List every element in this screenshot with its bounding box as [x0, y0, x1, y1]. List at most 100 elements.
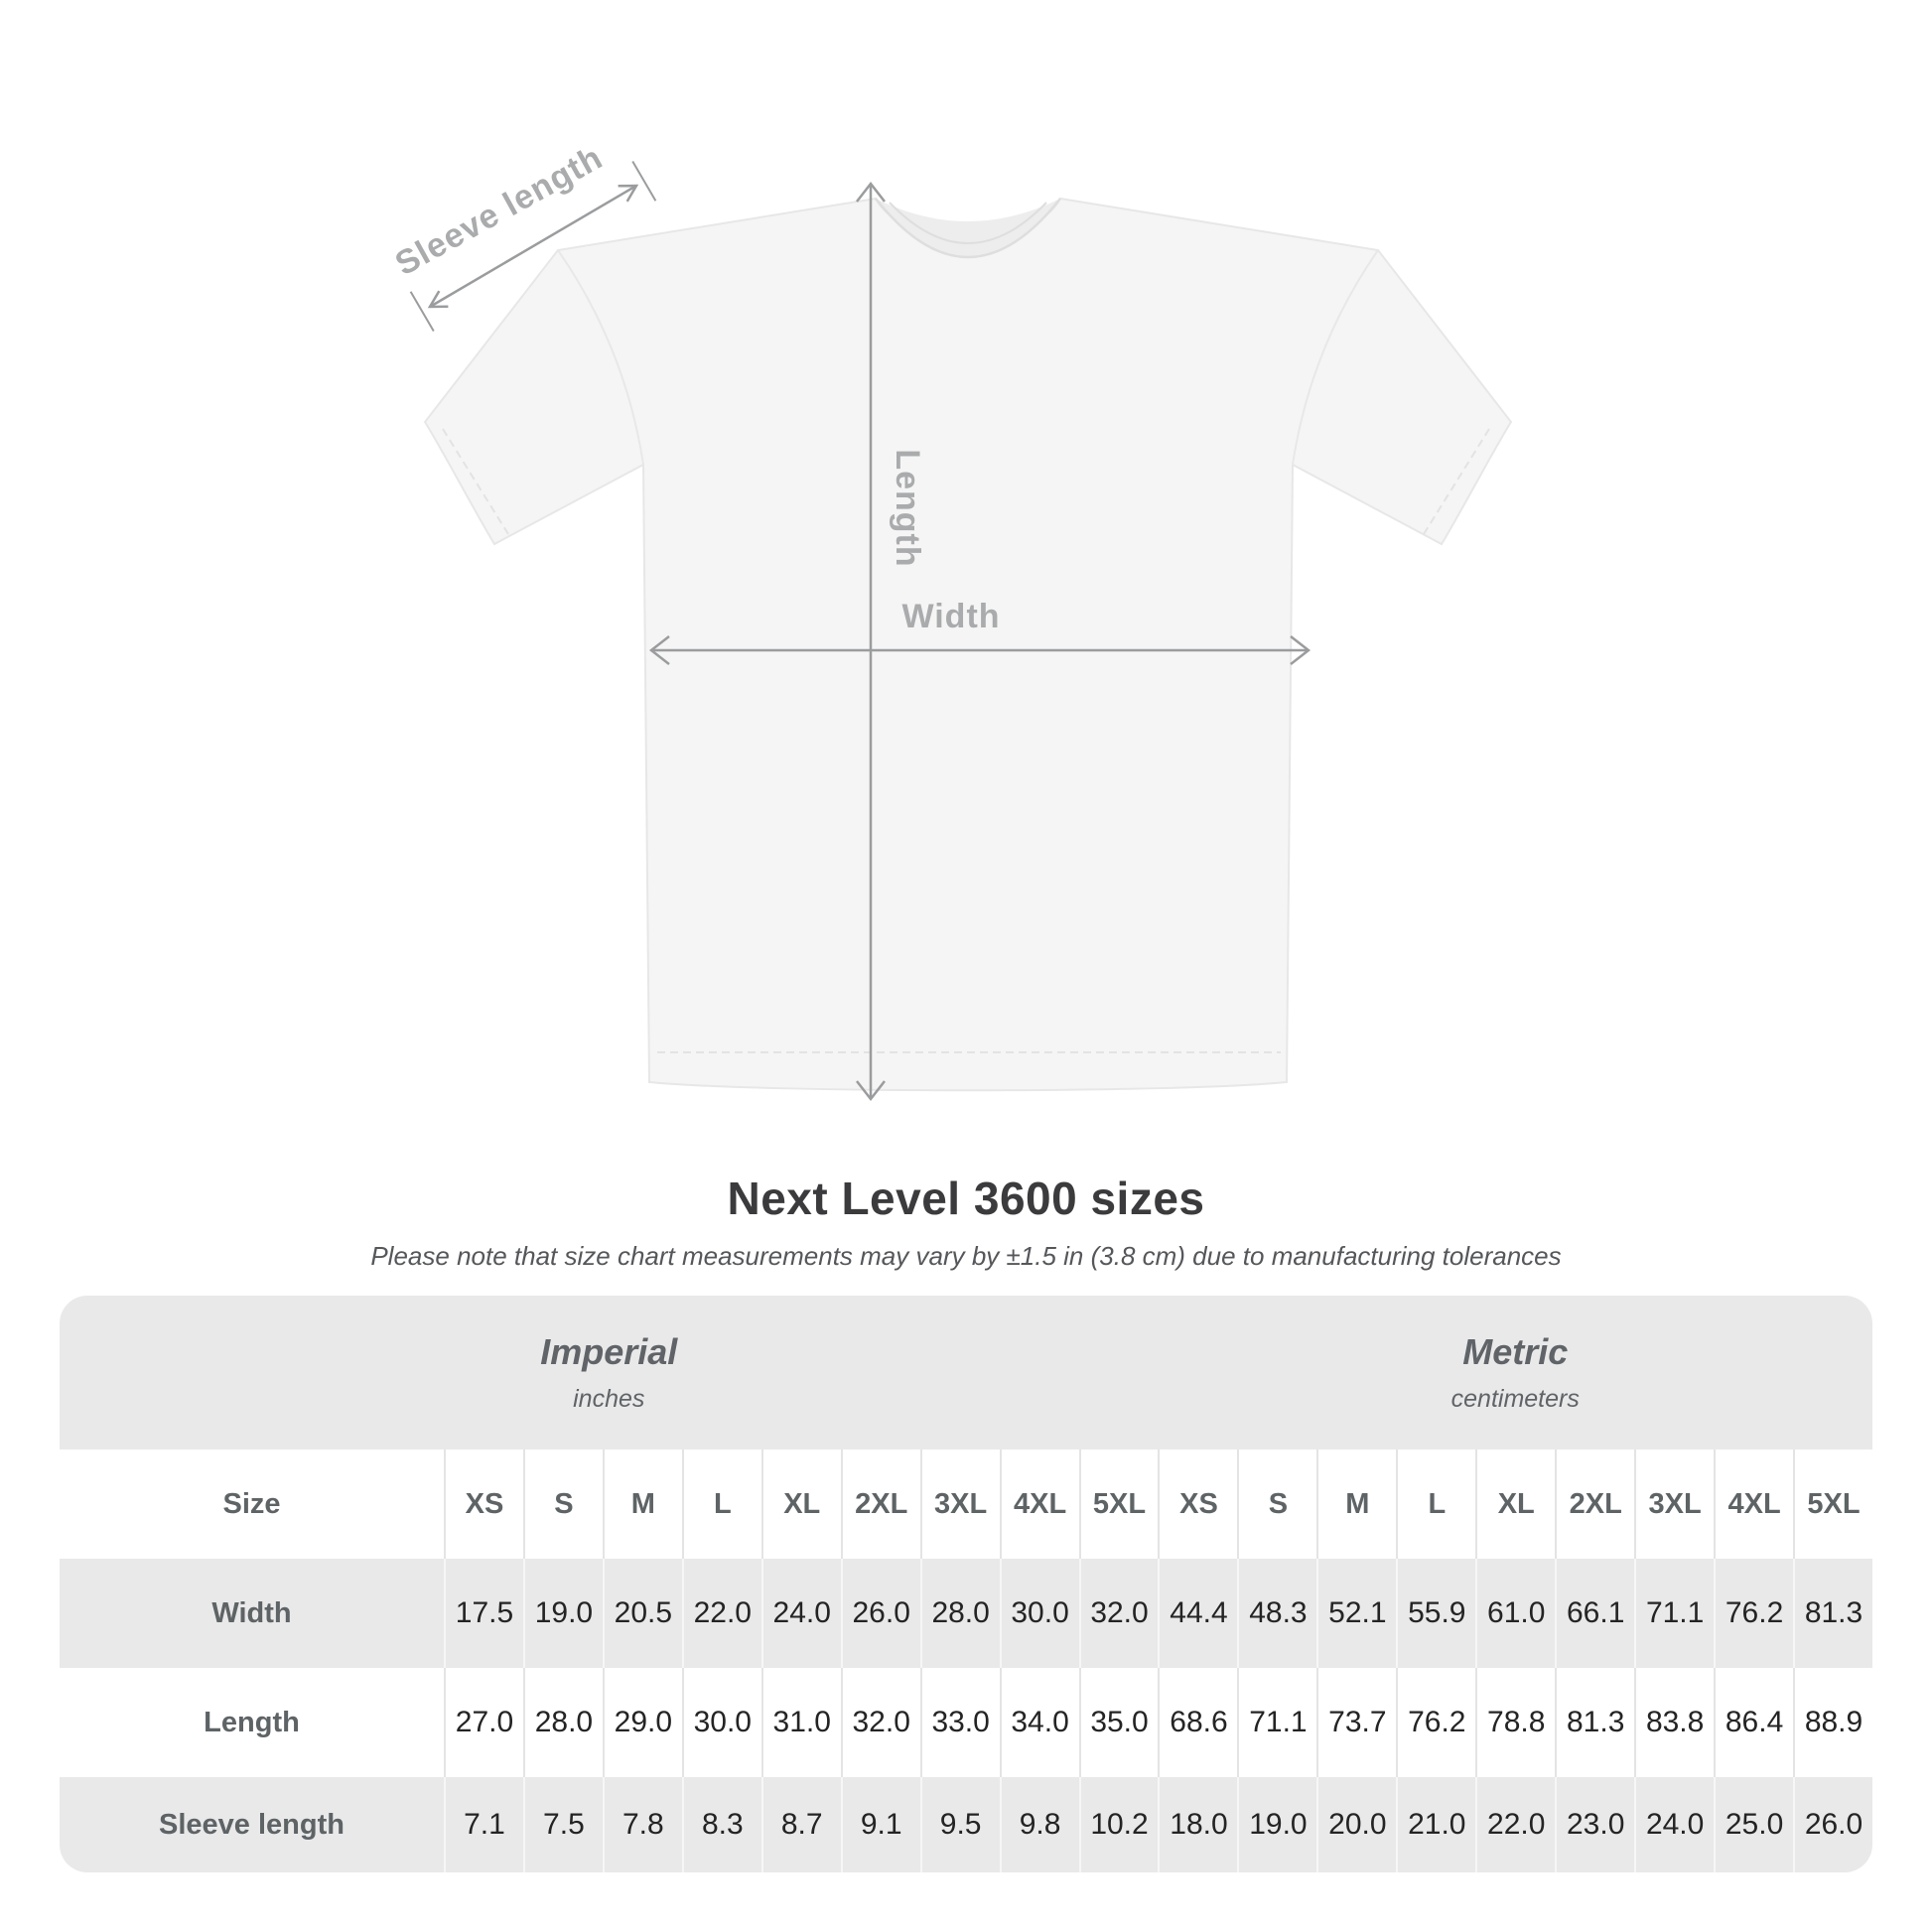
- value-cell: 19.0: [522, 1559, 603, 1668]
- value-cell: 10.2: [1078, 1777, 1159, 1872]
- value-cell: 33.0: [919, 1668, 1000, 1777]
- value-cell: 22.0: [681, 1559, 761, 1668]
- value-cell: 20.0: [1316, 1777, 1396, 1872]
- value-cell: 71.1: [1634, 1559, 1714, 1668]
- value-cell: 35.0: [1078, 1668, 1159, 1777]
- value-cell: 4XL: [999, 1449, 1079, 1559]
- value-cell: XL: [1475, 1449, 1555, 1559]
- value-cell: 9.5: [919, 1777, 1000, 1872]
- collar: [875, 198, 1061, 259]
- value-cell: 68.6: [1158, 1668, 1237, 1777]
- value-cell: 32.0: [1078, 1559, 1159, 1668]
- tshirt-diagram: Sleeve length Length Width: [389, 138, 1513, 1102]
- value-cell: 24.0: [1634, 1777, 1714, 1872]
- row-label-cell: Width: [211, 1596, 292, 1629]
- tshirt-graphic: [423, 197, 1513, 1092]
- value-cell: 73.7: [1316, 1668, 1396, 1777]
- value-cell: 23.0: [1555, 1777, 1634, 1872]
- value-cell: 71.1: [1237, 1668, 1316, 1777]
- value-cell: 81.3: [1555, 1668, 1634, 1777]
- value-cell: 8.3: [681, 1777, 761, 1872]
- value-cell: 9.8: [999, 1777, 1079, 1872]
- value-cell: M: [1316, 1449, 1396, 1559]
- value-cell: 7.5: [522, 1777, 603, 1872]
- value-cell: 81.3: [1793, 1559, 1872, 1668]
- length-label: Length: [889, 449, 926, 567]
- value-cell: 17.5: [444, 1559, 523, 1668]
- row-label-cell: Sleeve length: [159, 1808, 345, 1841]
- value-cell: 26.0: [1793, 1777, 1872, 1872]
- value-cell: 3XL: [919, 1449, 1000, 1559]
- value-cell: 76.2: [1714, 1559, 1793, 1668]
- unit-header-row: Imperial inches Metric centimeters: [60, 1296, 1872, 1449]
- unit-sub: centimeters: [1450, 1385, 1580, 1413]
- value-cell: 86.4: [1714, 1668, 1793, 1777]
- unit-name: Imperial: [540, 1331, 678, 1372]
- width-label: Width: [901, 598, 1000, 635]
- value-cell: 78.8: [1475, 1668, 1555, 1777]
- length-arrow: [856, 181, 886, 1102]
- value-cell: 20.5: [602, 1559, 682, 1668]
- unit-header-metric: Metric centimeters: [1159, 1296, 1873, 1449]
- value-cell: 76.2: [1396, 1668, 1475, 1777]
- value-cell: 52.1: [1316, 1559, 1396, 1668]
- value-cell: 55.9: [1396, 1559, 1475, 1668]
- value-cell: 2XL: [840, 1449, 920, 1559]
- value-cell: 7.1: [444, 1777, 523, 1872]
- value-cell: 28.0: [522, 1668, 603, 1777]
- value-cell: 8.7: [760, 1777, 841, 1872]
- value-cell: 30.0: [681, 1668, 761, 1777]
- value-cell: 31.0: [760, 1668, 841, 1777]
- value-cell: L: [681, 1449, 761, 1559]
- value-cell: 34.0: [999, 1668, 1079, 1777]
- value-cell: 29.0: [602, 1668, 682, 1777]
- value-cell: 88.9: [1793, 1668, 1872, 1777]
- unit-sub: inches: [573, 1385, 645, 1413]
- value-cell: M: [602, 1449, 682, 1559]
- value-cell: 18.0: [1158, 1777, 1237, 1872]
- value-cell: 5XL: [1078, 1449, 1159, 1559]
- value-cell: 61.0: [1475, 1559, 1555, 1668]
- value-cell: 21.0: [1396, 1777, 1475, 1872]
- value-cell: 66.1: [1555, 1559, 1634, 1668]
- table-row: Length 27.0 28.0 29.0 30.0 31.0 32.0 33.0 34.0 35…: [60, 1668, 1872, 1777]
- value-cell: 7.8: [602, 1777, 682, 1872]
- value-cell: 28.0: [919, 1559, 1000, 1668]
- table-row: Width 17.5 19.0 20.5 22.0 24.0 26.0 28.0 30.0 32.…: [60, 1559, 1872, 1668]
- value-cell: 9.1: [840, 1777, 920, 1872]
- value-cell: XS: [1158, 1449, 1237, 1559]
- page-subtitle: Please note that size chart measurements…: [370, 1241, 1562, 1271]
- value-cell: 19.0: [1237, 1777, 1316, 1872]
- value-cell: 22.0: [1475, 1777, 1555, 1872]
- size-header-row: Size XS S M L XL 2XL 3XL 4XL 5XL XS S M L XL 2XL 3XL 4XL 5…: [60, 1449, 1872, 1559]
- value-cell: 30.0: [999, 1559, 1079, 1668]
- table-row: Sleeve length 7.1 7.5 7.8 8.3 8.7 9.1 9.5 9.8 10.…: [60, 1777, 1872, 1872]
- value-cell: S: [522, 1449, 603, 1559]
- row-label-cell: Length: [204, 1706, 300, 1738]
- value-cell: 2XL: [1555, 1449, 1634, 1559]
- value-cell: 48.3: [1237, 1559, 1316, 1668]
- value-cell: 27.0: [444, 1668, 523, 1777]
- unit-name: Metric: [1462, 1331, 1569, 1372]
- value-cell: XL: [760, 1449, 841, 1559]
- value-cell: 5XL: [1793, 1449, 1872, 1559]
- value-cell: 26.0: [840, 1559, 920, 1668]
- value-cell: 83.8: [1634, 1668, 1714, 1777]
- value-cell: L: [1396, 1449, 1475, 1559]
- value-cell: 32.0: [840, 1668, 920, 1777]
- size-table: Imperial inches Metric centimeters Size X…: [60, 1296, 1872, 1872]
- value-cell: 4XL: [1714, 1449, 1793, 1559]
- size-table-grid: Size XS S M L XL 2XL 3XL 4XL 5XL XS S M L XL 2XL 3XL 4XL 5…: [60, 1449, 1872, 1872]
- unit-header-imperial: Imperial inches: [60, 1296, 1159, 1449]
- width-arrow: [648, 635, 1311, 665]
- page-title: Next Level 3600 sizes: [727, 1173, 1205, 1224]
- value-cell: 44.4: [1158, 1559, 1237, 1668]
- sleeve-length-arrow: [409, 160, 657, 333]
- row-label-cell: Size: [222, 1487, 281, 1520]
- value-cell: 25.0: [1714, 1777, 1793, 1872]
- title-block: Next Level 3600 sizes Please note that s…: [0, 1172, 1932, 1272]
- value-cell: S: [1237, 1449, 1316, 1559]
- value-cell: 3XL: [1634, 1449, 1714, 1559]
- value-cell: XS: [444, 1449, 523, 1559]
